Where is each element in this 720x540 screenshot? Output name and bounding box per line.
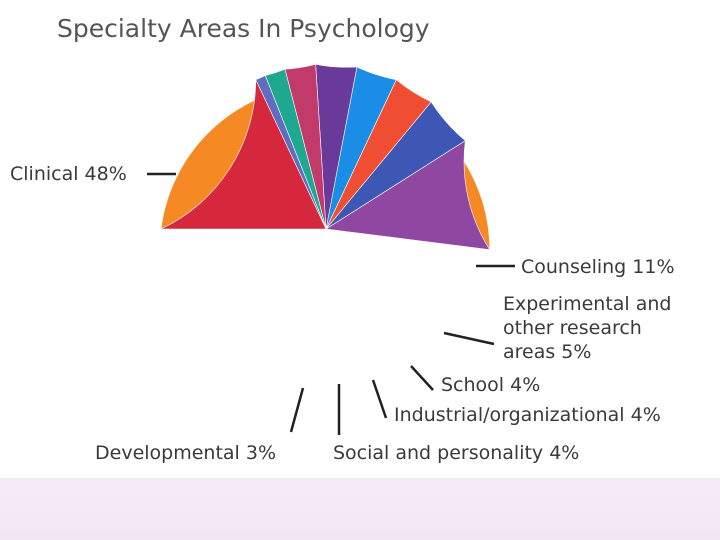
slice-label-5: Social and personality 4% [333,442,579,464]
slice-label-line: Experimental and [503,293,672,315]
slice-label-line: areas 5% [503,341,591,363]
pie-slices [160,63,491,251]
slice-label-1: Counseling 11% [521,256,675,278]
slice-label-3: School 4% [441,374,540,396]
slice-label-line: Industrial/organizational 4% [394,404,661,426]
footer-band [0,478,720,540]
leader-line-6 [289,387,305,433]
slice-label-0: Clinical 48% [10,163,127,185]
leader-line-3 [410,365,434,391]
chart-title: Specialty Areas In Psychology [57,14,430,43]
slice-label-4: Industrial/organizational 4% [394,404,661,426]
leader-line-4 [371,379,388,419]
leader-lines [147,172,515,435]
slice-label-line: School 4% [441,374,540,396]
slice-label-line: Developmental 3% [95,442,276,464]
slice-labels: Clinical 48% Counseling 11% Experimental a… [10,163,675,464]
slice-label-line: other research [503,317,642,339]
slice-label-line: Clinical 48% [10,163,127,185]
pie-slice-9 [160,79,327,230]
slice-label-6: Developmental 3% [95,442,276,464]
slice-label-line: Social and personality 4% [333,442,579,464]
slice-label-2: Experimental and other research areas 5% [503,293,672,363]
pie-chart: Specialty Areas In Psychology Clinical 4… [10,14,675,464]
pie-slice-1 [325,139,491,251]
leader-line-2 [443,331,495,346]
slice-label-line: Counseling 11% [521,256,675,278]
